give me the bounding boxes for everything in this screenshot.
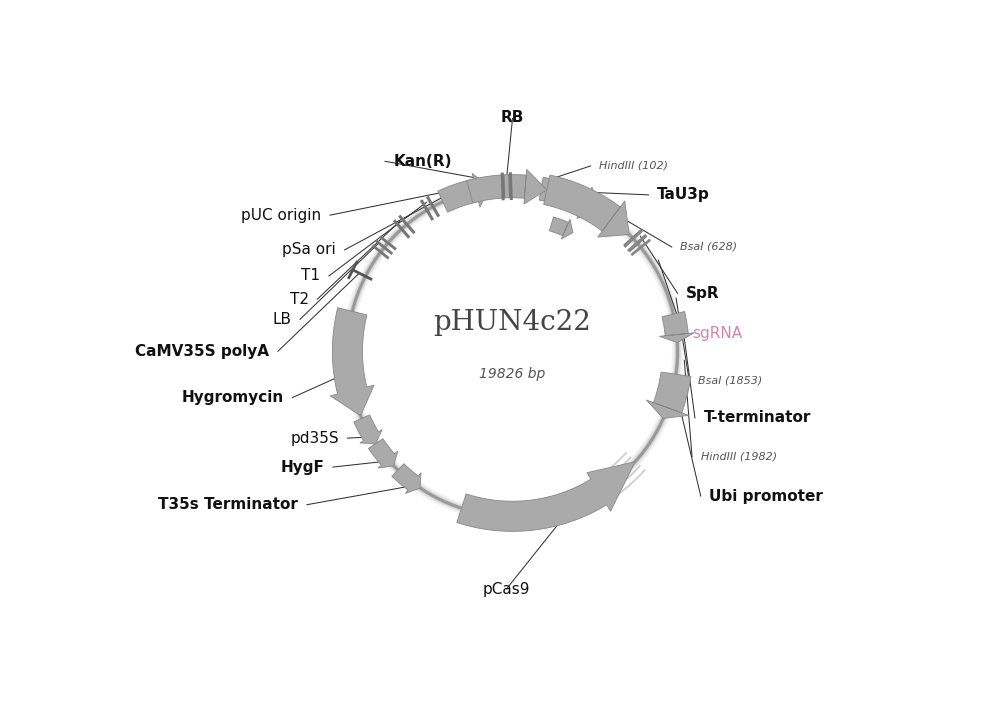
Text: pHUN4c22: pHUN4c22 — [434, 309, 591, 336]
Text: SpR: SpR — [686, 286, 720, 301]
Polygon shape — [392, 464, 421, 493]
Polygon shape — [354, 415, 382, 443]
Text: HindIII (1982): HindIII (1982) — [701, 452, 777, 462]
Polygon shape — [368, 438, 398, 468]
Polygon shape — [330, 308, 374, 416]
Text: BsaI (628): BsaI (628) — [680, 242, 738, 252]
Text: pCas9: pCas9 — [483, 582, 530, 597]
Text: T35s Terminator: T35s Terminator — [158, 497, 298, 512]
Text: 19826 bp: 19826 bp — [479, 368, 546, 381]
Text: pUC origin: pUC origin — [241, 208, 321, 223]
Polygon shape — [646, 372, 691, 419]
Text: Ubi promoter: Ubi promoter — [709, 489, 823, 503]
Text: T2: T2 — [290, 291, 309, 307]
Polygon shape — [438, 173, 490, 212]
Text: LB: LB — [272, 312, 291, 327]
Text: pSa ori: pSa ori — [282, 243, 336, 257]
Text: TaU3p: TaU3p — [657, 187, 710, 202]
Polygon shape — [467, 170, 547, 204]
Polygon shape — [457, 462, 635, 532]
Text: Kan(R): Kan(R) — [394, 154, 452, 169]
Polygon shape — [659, 312, 694, 343]
Polygon shape — [544, 175, 629, 237]
Text: sgRNA: sgRNA — [692, 327, 742, 341]
Text: BsaI (1853): BsaI (1853) — [698, 375, 762, 385]
Text: HygF: HygF — [280, 460, 324, 474]
Text: HindIII (102): HindIII (102) — [599, 161, 668, 171]
Text: Hygromycin: Hygromycin — [181, 390, 284, 405]
Text: T-terminator: T-terminator — [704, 410, 811, 426]
Polygon shape — [539, 177, 600, 218]
Text: T1: T1 — [301, 269, 320, 284]
Text: CaMV35S polyA: CaMV35S polyA — [135, 344, 269, 358]
Polygon shape — [549, 217, 573, 239]
Text: pd35S: pd35S — [290, 431, 339, 445]
Text: RB: RB — [501, 110, 524, 125]
